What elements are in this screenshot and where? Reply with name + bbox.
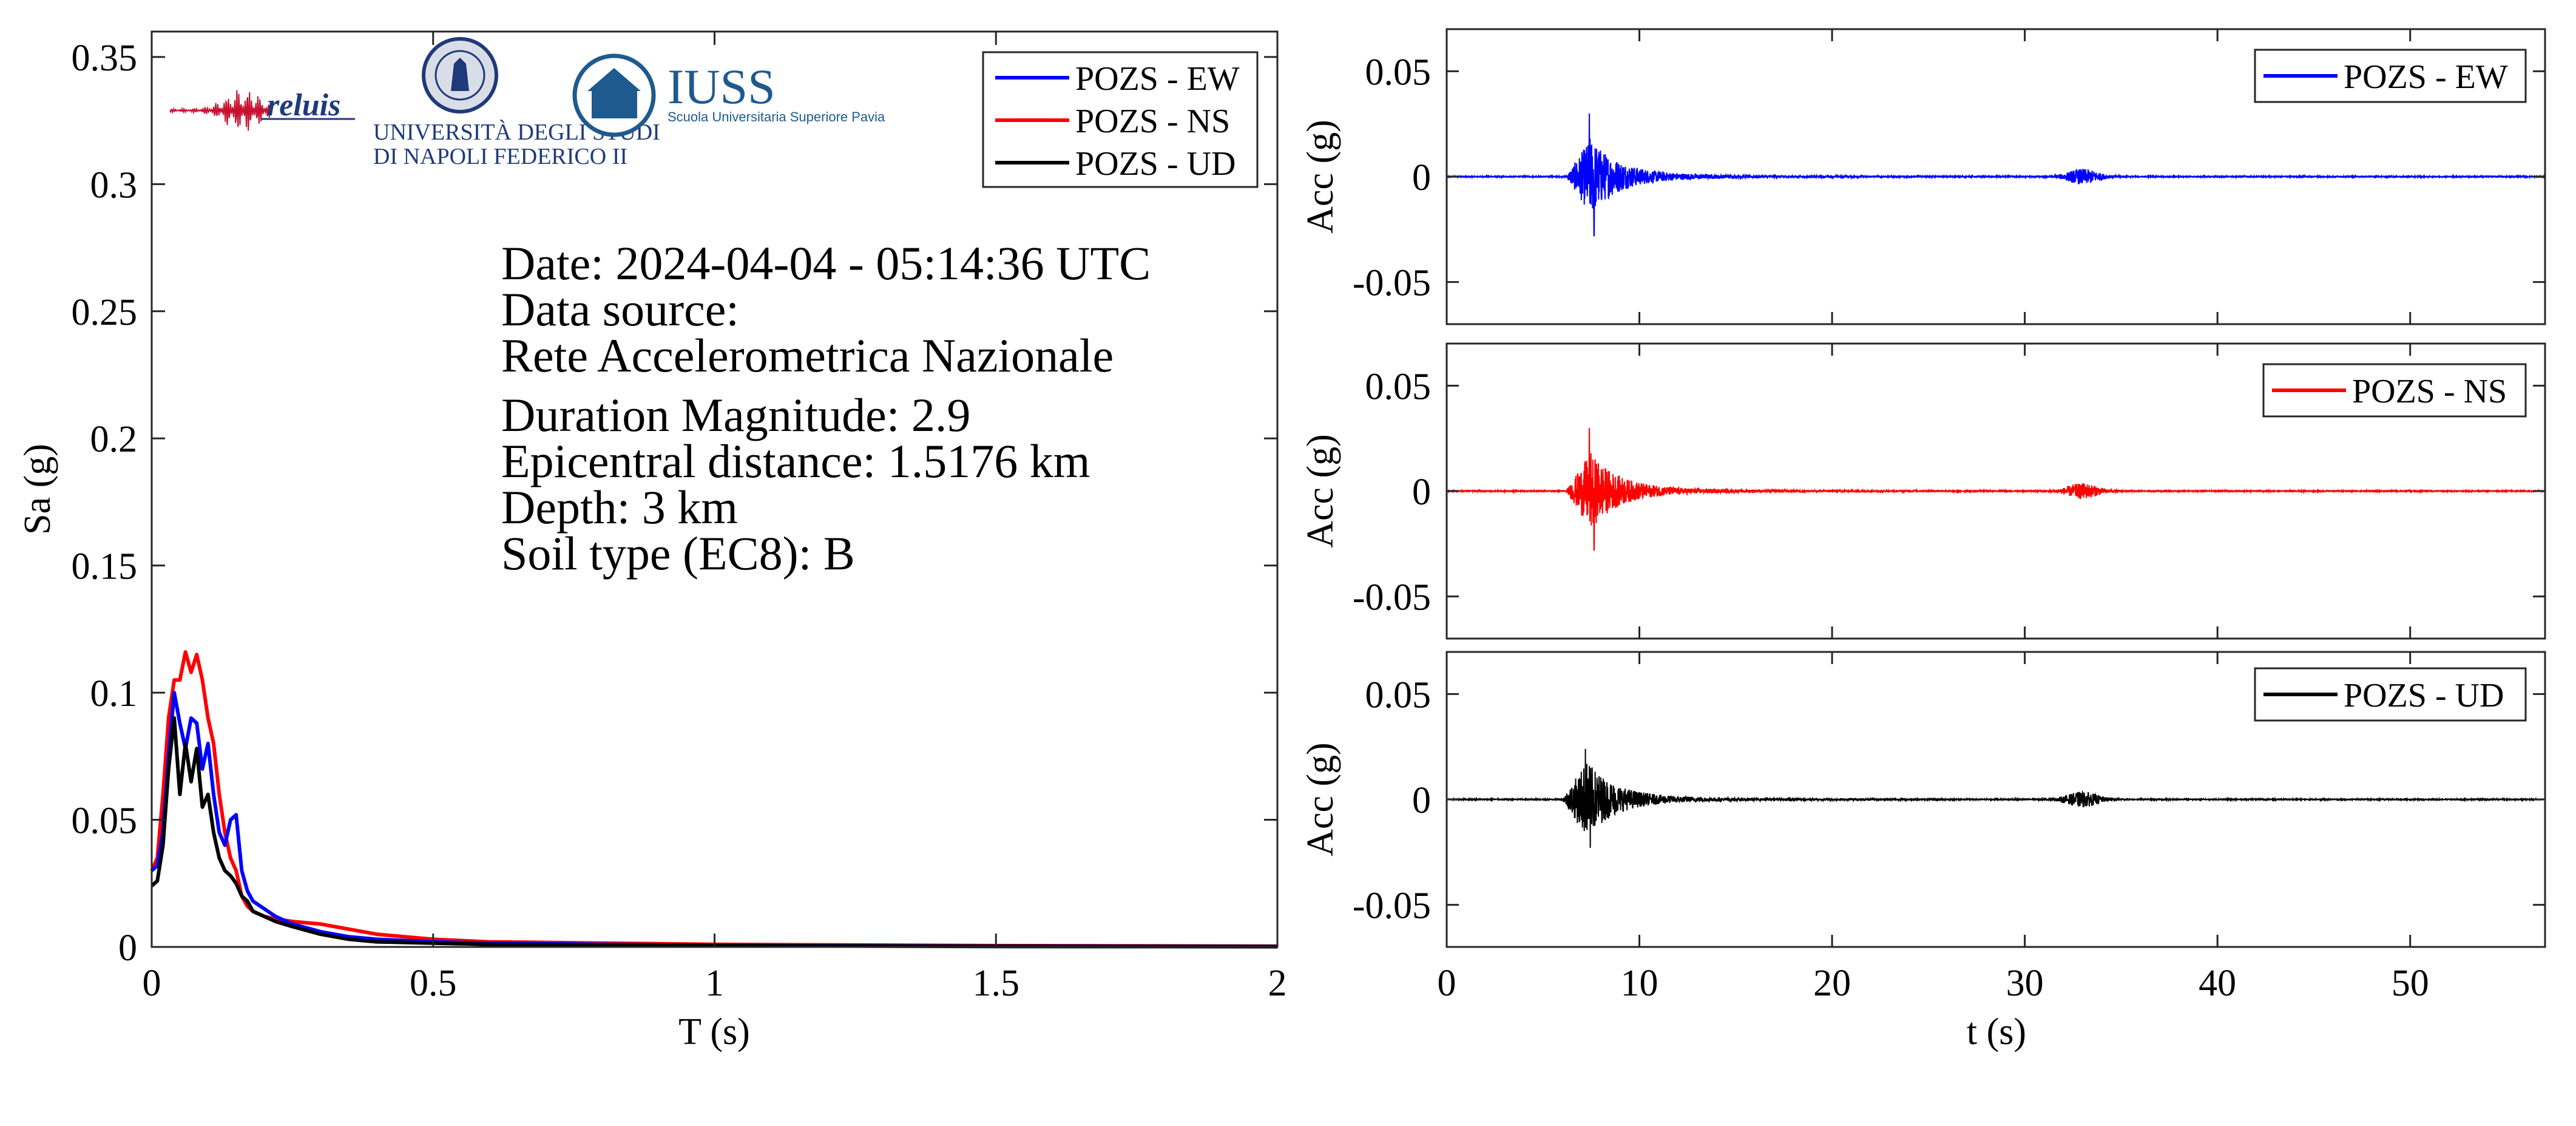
info-distance: Epicentral distance: 1.5176 km — [501, 435, 1090, 487]
spectrum-xtick-label: 1 — [705, 963, 724, 1004]
time-history-xtick-label: 0 — [1438, 963, 1456, 1004]
time-history-ylabel-ud: Acc (g) — [1300, 742, 1341, 856]
time-history-trace-ns — [1446, 427, 2546, 551]
time-history-ytick-label: 0.05 — [1365, 366, 1432, 407]
time-history-ytick-label: 0.05 — [1365, 674, 1432, 716]
time-history-xtick-label: 40 — [2199, 963, 2236, 1004]
spectrum-xtick-label: 0 — [143, 963, 161, 1004]
time-history-ylabel-ew: Acc (g) — [1300, 120, 1341, 234]
spectrum-ns-line — [150, 650, 1278, 948]
time-history-trace-ew — [1446, 113, 2546, 237]
info-date: Date: 2024-04-04 - 05:14:36 UTC — [501, 237, 1151, 290]
time-history-ylabel-ns: Acc (g) — [1300, 434, 1341, 548]
legend-label-ud: POZS - UD — [1075, 145, 1236, 183]
reluis-wave-trace — [169, 90, 272, 131]
reluis-logo: reluis — [169, 88, 355, 131]
iuss-logo: IUSS Scuola Universitaria Superiore Pavi… — [572, 53, 885, 137]
time-history-xtick-label: 10 — [1621, 963, 1658, 1004]
spectrum-xtick-label: 0.5 — [410, 963, 457, 1004]
spectrum-ytick-label: 0.15 — [72, 546, 138, 588]
ud-legend: POZS - UD — [2254, 667, 2527, 722]
info-soil: Soil type (EC8): B — [501, 527, 855, 580]
time-history-trace-ud — [1446, 748, 2546, 848]
time-history-ytick-label: 0 — [1412, 157, 1431, 198]
time-history-panel-ew: -0.05 0 0.05 Acc (g) — [1300, 28, 2546, 325]
ew-legend: POZS - EW — [2254, 49, 2527, 103]
legend-label-ew: POZS - EW — [1075, 60, 1240, 98]
event-info: Date: 2024-04-04 - 05:14:36 UTC Data sou… — [501, 237, 1151, 580]
spectrum-ticks: 0 0.5 1 1.5 2 0 0.05 0.1 0.15 0.2 0.25 0.3 0.35 — [72, 32, 1287, 1004]
spectrum-legend: POZS - EW POZS - NS POZS - UD — [982, 51, 1259, 188]
spectrum-xlabel: T (s) — [678, 1011, 750, 1053]
spectrum-ylabel: Sa (g) — [17, 444, 58, 535]
iuss-logo-subtitle: Scuola Universitaria Superiore Pavia — [668, 109, 885, 124]
spectrum-ytick-label: 0.3 — [90, 164, 138, 206]
unina-logo-line2: DI NAPOLI FEDERICO II — [373, 144, 627, 169]
time-history-ytick-label: 0.05 — [1365, 52, 1432, 93]
time-history-ytick-label: -0.05 — [1353, 577, 1431, 619]
info-magnitude: Duration Magnitude: 2.9 — [501, 388, 970, 441]
spectrum-ytick-label: 0.25 — [72, 292, 138, 333]
ew-legend-label: POZS - EW — [2344, 58, 2508, 96]
reluis-logo-text: reluis — [267, 88, 340, 123]
time-history-xtick-label: 30 — [2006, 963, 2044, 1004]
spectrum-curves — [150, 650, 1278, 949]
ns-legend-label: POZS - NS — [2352, 373, 2507, 410]
unina-logo: UNIVERSITÀ DEGLI STUDI DI NAPOLI FEDERIC… — [373, 37, 660, 169]
info-source-label: Data source: — [501, 283, 739, 336]
spectrum-ytick-label: 0.2 — [90, 419, 138, 460]
unina-seal-inner — [434, 50, 485, 101]
time-history-xtick-label: 20 — [1813, 963, 1851, 1004]
iuss-logo-text: IUSS — [668, 59, 776, 114]
iuss-building-icon — [592, 91, 637, 118]
time-history-ytick-label: -0.05 — [1353, 263, 1431, 304]
response-spectrum-chart: 0 0.5 1 1.5 2 0 0.05 0.1 0.15 0.2 0.25 0.3 0.35 T (s… — [17, 30, 1287, 1053]
time-history-xtick-label: 50 — [2392, 963, 2429, 1004]
time-history-ytick-label: -0.05 — [1353, 886, 1431, 927]
spectrum-ytick-label: 0.1 — [90, 673, 138, 714]
info-source-name: Rete Accelerometrica Nazionale — [501, 329, 1114, 382]
spectrum-ew-line — [150, 691, 1278, 949]
iuss-building-roof — [587, 68, 641, 91]
ud-legend-label: POZS - UD — [2344, 677, 2504, 714]
time-history-ytick-label: 0 — [1412, 472, 1431, 513]
time-xlabel: t (s) — [1967, 1011, 2026, 1053]
time-history-ytick-label: 0 — [1412, 780, 1431, 821]
spectrum-ytick-label: 0.35 — [72, 38, 138, 79]
spectrum-xtick-label: 2 — [1268, 963, 1287, 1004]
reluis-wave-icon — [169, 90, 272, 131]
time-history-panel-ns: -0.05 0 0.05 Acc (g) — [1300, 342, 2546, 640]
legend-label-ns: POZS - NS — [1075, 103, 1230, 140]
ns-legend-box — [2262, 363, 2527, 418]
spectrum-xtick-label: 1.5 — [973, 963, 1020, 1004]
spectrum-ud-line — [150, 716, 1278, 949]
unina-seal-figure — [451, 58, 469, 91]
spectrum-ytick-label: 0 — [118, 928, 137, 969]
ns-legend: POZS - NS — [2262, 363, 2527, 418]
spectrum-ytick-label: 0.05 — [72, 801, 138, 842]
info-depth: Depth: 3 km — [501, 481, 738, 534]
